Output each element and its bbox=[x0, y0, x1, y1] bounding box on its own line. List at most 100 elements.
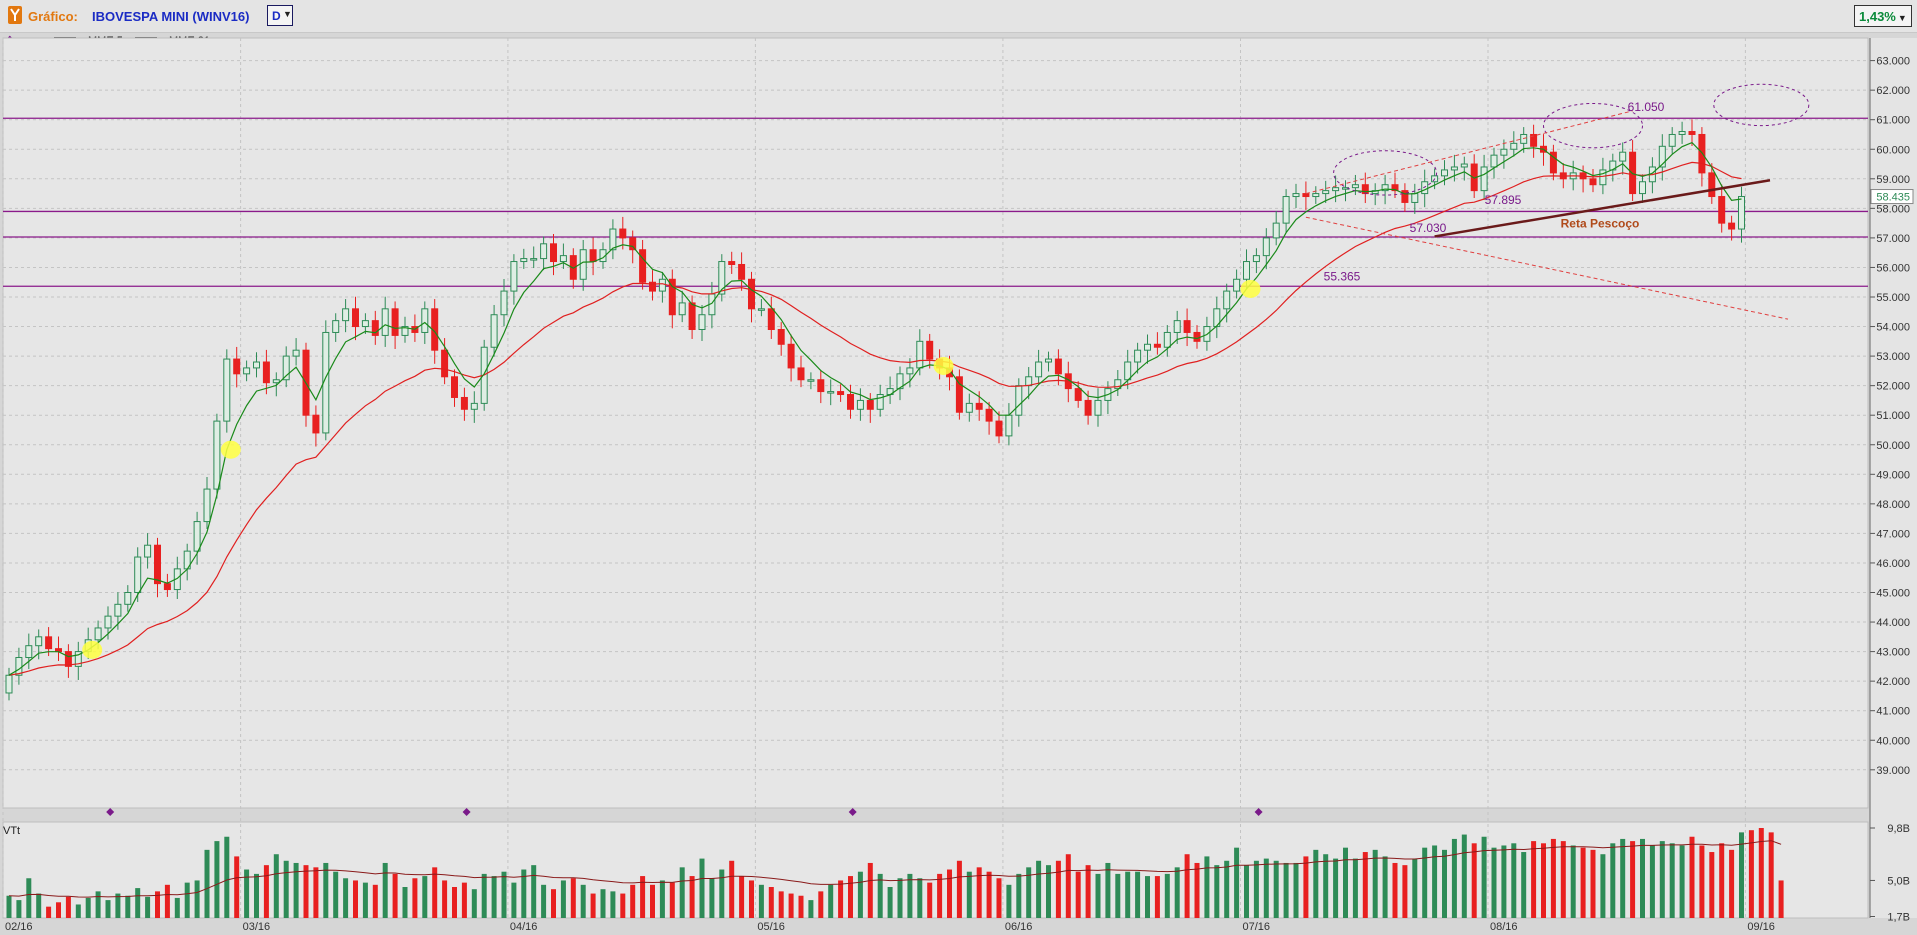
volume-bar[interactable] bbox=[788, 893, 794, 918]
candle[interactable] bbox=[1401, 190, 1409, 203]
volume-bar[interactable] bbox=[1541, 843, 1546, 918]
volume-bar[interactable] bbox=[432, 867, 438, 918]
candle[interactable] bbox=[134, 556, 142, 593]
volume-bar[interactable] bbox=[739, 876, 745, 918]
volume-bar[interactable] bbox=[1105, 862, 1111, 918]
candle[interactable] bbox=[876, 394, 884, 410]
candle[interactable] bbox=[1292, 193, 1300, 198]
candle[interactable] bbox=[45, 636, 53, 650]
volume-bar[interactable] bbox=[1610, 843, 1616, 918]
candle[interactable] bbox=[1183, 320, 1191, 333]
candle[interactable] bbox=[1015, 385, 1023, 416]
candle[interactable] bbox=[25, 645, 33, 659]
volume-bar[interactable] bbox=[857, 871, 863, 918]
candle[interactable] bbox=[916, 340, 924, 369]
candle[interactable] bbox=[1114, 379, 1122, 390]
candle[interactable] bbox=[906, 367, 914, 375]
candle[interactable] bbox=[1094, 399, 1102, 416]
volume-bar[interactable] bbox=[1451, 838, 1457, 918]
event-diamond-icon[interactable] bbox=[1254, 808, 1263, 816]
candle[interactable] bbox=[1549, 151, 1557, 174]
candle[interactable] bbox=[1054, 358, 1062, 375]
volume-bar[interactable] bbox=[600, 889, 606, 918]
volume-bar[interactable] bbox=[75, 904, 81, 918]
volume-bar[interactable] bbox=[1758, 828, 1764, 918]
candle[interactable] bbox=[1173, 320, 1181, 333]
candle[interactable] bbox=[1035, 361, 1043, 378]
volume-bar[interactable] bbox=[640, 876, 646, 918]
candle[interactable] bbox=[342, 308, 350, 322]
volume-bar[interactable] bbox=[174, 897, 180, 918]
volume-bar[interactable] bbox=[1491, 847, 1497, 918]
candle[interactable] bbox=[649, 281, 656, 292]
candle[interactable] bbox=[312, 414, 320, 434]
candle[interactable] bbox=[1500, 148, 1508, 156]
volume-bar[interactable] bbox=[1224, 860, 1230, 918]
volume-bar[interactable] bbox=[1422, 847, 1428, 918]
candle[interactable] bbox=[144, 544, 152, 558]
volume-bar[interactable] bbox=[838, 880, 844, 918]
volume-bar[interactable] bbox=[422, 876, 428, 918]
volume-bar[interactable] bbox=[461, 882, 467, 918]
candle[interactable] bbox=[866, 399, 874, 410]
candle[interactable] bbox=[550, 243, 557, 263]
volume-bar[interactable] bbox=[56, 902, 61, 918]
volume-bar[interactable] bbox=[1768, 832, 1774, 918]
volume-bar[interactable] bbox=[135, 888, 141, 918]
volume-bar[interactable] bbox=[1412, 858, 1418, 918]
candle[interactable] bbox=[1450, 166, 1458, 171]
candle[interactable] bbox=[1658, 145, 1666, 168]
volume-bar[interactable] bbox=[650, 884, 655, 918]
candle[interactable] bbox=[470, 402, 478, 410]
volume-bar[interactable] bbox=[1590, 849, 1596, 918]
candle[interactable] bbox=[530, 258, 538, 261]
volume-bar[interactable] bbox=[1739, 832, 1744, 918]
volume-bar[interactable] bbox=[818, 891, 824, 918]
volume-bar[interactable] bbox=[1085, 865, 1091, 918]
candle[interactable] bbox=[787, 343, 795, 369]
volume-bar[interactable] bbox=[1343, 847, 1348, 918]
volume-bar[interactable] bbox=[570, 878, 576, 918]
candle[interactable] bbox=[1490, 154, 1498, 168]
candle[interactable] bbox=[451, 376, 458, 398]
candle[interactable] bbox=[639, 249, 647, 283]
volume-bar[interactable] bbox=[956, 860, 962, 918]
volume-bar[interactable] bbox=[1055, 860, 1061, 918]
volume-bar[interactable] bbox=[323, 862, 329, 918]
change-badge[interactable]: 1,43% ▼ bbox=[1854, 5, 1912, 27]
volume-bar[interactable] bbox=[353, 880, 358, 918]
volume-bar[interactable] bbox=[937, 873, 943, 918]
candle[interactable] bbox=[658, 278, 666, 292]
volume-bar[interactable] bbox=[402, 887, 408, 918]
volume-bar[interactable] bbox=[204, 849, 210, 918]
volume-bar[interactable] bbox=[26, 878, 32, 918]
volume-bar[interactable] bbox=[1580, 847, 1586, 918]
candle[interactable] bbox=[1619, 151, 1627, 162]
candle[interactable] bbox=[807, 379, 815, 382]
candle[interactable] bbox=[926, 340, 934, 360]
volume-bar[interactable] bbox=[1174, 867, 1180, 918]
volume-bar[interactable] bbox=[95, 891, 101, 918]
candle[interactable] bbox=[1708, 172, 1716, 198]
candle[interactable] bbox=[94, 627, 102, 641]
candle[interactable] bbox=[1361, 184, 1369, 195]
volume-bar[interactable] bbox=[511, 882, 517, 918]
candle[interactable] bbox=[559, 255, 567, 263]
candle[interactable] bbox=[1005, 414, 1013, 437]
volume-bar[interactable] bbox=[125, 895, 131, 918]
volume-bar[interactable] bbox=[1729, 849, 1735, 918]
candle[interactable] bbox=[1718, 196, 1726, 224]
candle[interactable] bbox=[292, 349, 300, 357]
candle[interactable] bbox=[738, 263, 746, 280]
volume-bar[interactable] bbox=[333, 871, 339, 918]
volume-bar[interactable] bbox=[145, 896, 151, 918]
volume-panel[interactable] bbox=[2, 821, 1869, 919]
volume-bar[interactable] bbox=[749, 880, 754, 918]
mme21-line[interactable] bbox=[8, 161, 1742, 676]
candle[interactable] bbox=[213, 420, 221, 490]
volume-bar[interactable] bbox=[610, 891, 616, 918]
candle[interactable] bbox=[243, 367, 251, 375]
candle[interactable] bbox=[163, 583, 171, 591]
volume-bar[interactable] bbox=[1253, 860, 1259, 918]
volume-bar[interactable] bbox=[1333, 858, 1339, 918]
